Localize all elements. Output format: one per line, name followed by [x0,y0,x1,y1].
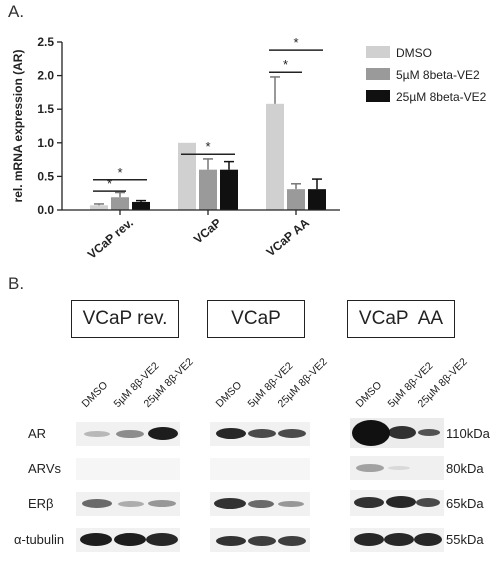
blot-strip-tubulin-vcap-rev [76,528,180,552]
significance-star: * [293,35,298,50]
blot-row-label-ar: AR [28,426,46,441]
legend-label: 25µM 8beta-VE2 [396,90,487,104]
y-tick-label: 0.5 [37,169,54,183]
legend-label: 5µM 8beta-VE2 [396,68,480,82]
mw-label-55: 55kDa [446,532,484,547]
blot-strip-tubulin-vcap-aa [350,528,444,552]
blot-strip-erb-vcap [210,492,310,516]
y-tick-label: 2.0 [37,69,54,83]
blot-row-label-tubulin: α-tubulin [14,532,64,547]
blot-strip-erb-vcap-rev [76,492,180,516]
bar [266,104,284,210]
significance-star: * [117,165,122,180]
significance-star: * [283,57,288,72]
x-tick-label: VCaP rev. [85,216,136,262]
legend-swatch [366,46,390,58]
blot-strip-arvs-vcap [210,458,310,480]
blot-strip-ar-vcap-aa [350,418,444,448]
significance-star: * [205,139,210,154]
bar [111,197,129,210]
x-axis: VCaP rev. VCaP VCaP AA [62,210,340,262]
legend: DMSO 5µM 8beta-VE2 25µM 8beta-VE2 [366,46,487,104]
significance-star: * [107,176,112,191]
lane-label: DMSO [354,379,385,410]
mw-label-65: 65kDa [446,496,484,511]
blot-strip-tubulin-vcap [210,528,310,552]
bar [90,205,108,210]
bar [287,189,305,210]
blot-group-label-vcap-rev: VCaP rev. [71,300,179,338]
blot-row-label-erb: ERβ [28,496,54,511]
legend-swatch [366,90,390,102]
legend-label: DMSO [396,46,432,60]
bar [178,143,196,210]
lane-label: DMSO [80,379,111,410]
blot-strip-erb-vcap-aa [350,490,444,516]
bar-chart: 0.0 0.5 1.0 1.5 2.0 2.5 rel. mRNA expression (… [0,0,500,290]
bar [199,170,217,210]
bar [132,202,150,210]
lane-label: DMSO [214,379,245,410]
blot-group-label-vcap-aa: VCaP AA [347,300,455,338]
blot-group-label-vcap: VCaP [207,300,305,338]
panel-b-label: B. [8,274,24,294]
bar [220,170,238,210]
y-tick-label: 1.0 [37,136,54,150]
y-tick-label: 2.5 [37,35,54,49]
mw-label-110: 110kDa [446,426,490,441]
bar [308,189,326,210]
y-axis: 0.0 0.5 1.0 1.5 2.0 2.5 rel. mRNA expression (… [11,35,62,217]
blot-strip-arvs-vcap-rev [76,458,180,480]
blot-strip-arvs-vcap-aa [350,456,444,480]
y-axis-label: rel. mRNA expression (AR) [11,50,25,203]
x-tick-label: VCaP [191,216,224,247]
blot-strip-ar-vcap-rev [76,422,180,446]
blot-row-label-arvs: ARVs [28,461,61,476]
legend-swatch [366,68,390,80]
blot-strip-ar-vcap [210,422,310,446]
y-tick-label: 1.5 [37,102,54,116]
mw-label-80: 80kDa [446,461,484,476]
y-tick-label: 0.0 [37,203,54,217]
x-tick-label: VCaP AA [264,215,313,259]
